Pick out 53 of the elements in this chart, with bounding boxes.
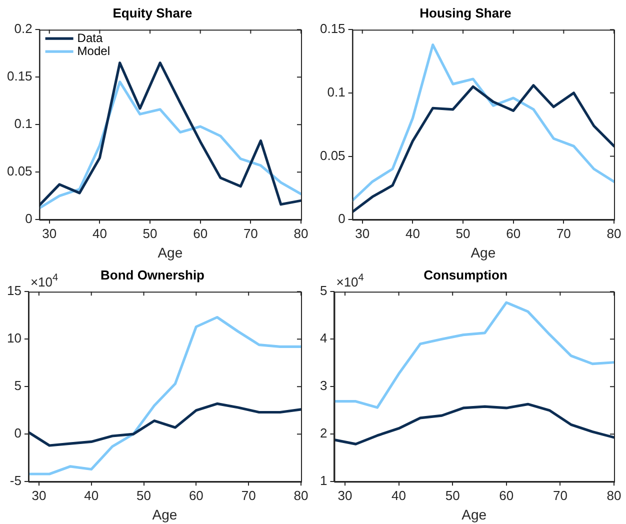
y-tick-label: 0.2 <box>14 21 32 36</box>
x-tick-label: 50 <box>456 226 470 241</box>
x-tick-label: 70 <box>243 226 258 241</box>
x-axis-title: Age <box>152 506 178 522</box>
legend-label: Data <box>77 30 103 45</box>
x-tick-label: 60 <box>193 226 208 241</box>
y-tick-label: 15 <box>6 283 22 298</box>
y-tick-label: -5 <box>10 473 22 488</box>
y-tick-label: 0 <box>25 211 32 226</box>
x-tick-label: 50 <box>142 226 158 241</box>
y-tick-label: 0.15 <box>320 21 346 36</box>
y-tick-label: 0 <box>338 211 346 226</box>
x-tick-label: 30 <box>42 226 57 241</box>
y-tick-label: 0.05 <box>320 148 346 163</box>
x-tick-label: 60 <box>506 226 521 241</box>
x-tick-label: 50 <box>445 488 460 503</box>
x-axis-title: Age <box>158 244 183 260</box>
x-tick-label: 40 <box>84 488 99 503</box>
x-tick-label: 80 <box>294 226 308 241</box>
y-tick-label: 5 <box>320 283 328 298</box>
x-tick-label: 70 <box>552 488 568 503</box>
y-tick-label: 2 <box>320 426 328 441</box>
x-axis-title: Age <box>462 506 487 522</box>
y-tick-label: 5 <box>14 378 22 394</box>
y-tick-label: 4 <box>320 330 328 346</box>
x-tick-label: 30 <box>338 488 352 503</box>
y-tick-label: 10 <box>6 330 22 346</box>
x-tick-label: 80 <box>606 488 622 503</box>
y-tick-label: 0.1 <box>327 84 346 100</box>
chart-title: Equity Share <box>112 5 192 20</box>
x-tick-label: 30 <box>355 226 370 241</box>
x-tick-label: 80 <box>606 226 622 241</box>
y-tick-label: 0.05 <box>6 164 32 179</box>
x-tick-label: 40 <box>392 488 406 503</box>
x-tick-label: 50 <box>136 488 151 503</box>
y-tick-label: 0.15 <box>6 68 32 84</box>
chart-title: Bond Ownership <box>100 267 205 282</box>
y-tick-label: 1 <box>320 473 328 488</box>
x-tick-label: 30 <box>32 488 46 503</box>
x-tick-label: 40 <box>92 226 107 241</box>
y-tick-label: 0 <box>14 426 22 441</box>
x-tick-label: 70 <box>556 226 571 241</box>
x-tick-label: 40 <box>405 226 420 241</box>
y-tick-label: 3 <box>320 378 328 394</box>
y-tick-label: 0.1 <box>14 116 32 132</box>
x-tick-label: 60 <box>499 488 514 503</box>
x-tick-label: 70 <box>241 488 256 503</box>
chart-title: Housing Share <box>420 5 512 20</box>
x-axis-title: Age <box>470 244 496 260</box>
x-tick-label: 60 <box>188 488 204 503</box>
chart-title: Consumption <box>424 267 508 282</box>
x-tick-label: 80 <box>294 488 308 503</box>
legend-label: Model <box>77 44 110 58</box>
